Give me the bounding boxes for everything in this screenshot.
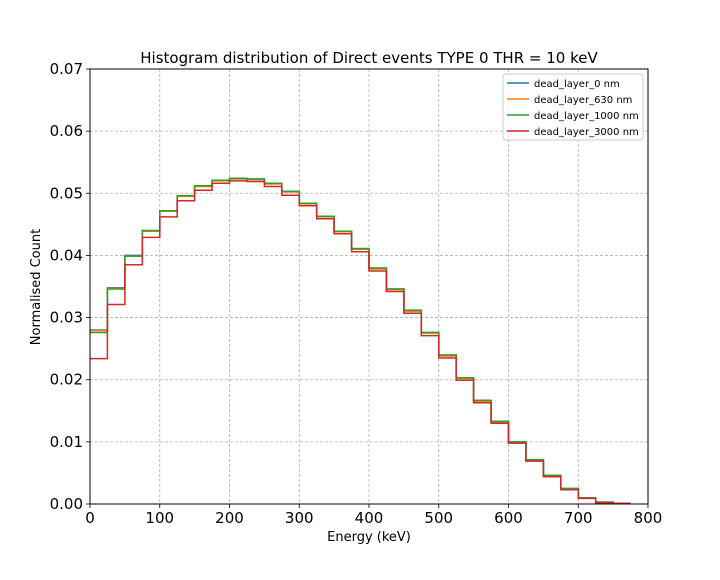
- y-tick-label: 0.03: [50, 309, 83, 327]
- y-tick-label: 0.02: [50, 371, 83, 389]
- legend-label: dead_layer_1000 nm: [534, 111, 639, 122]
- x-tick-label: 200: [215, 509, 244, 527]
- x-tick-label: 400: [355, 509, 384, 527]
- legend-label: dead_layer_0 nm: [534, 79, 620, 90]
- x-tick-label: 700: [564, 509, 593, 527]
- legend-label: dead_layer_3000 nm: [534, 127, 639, 138]
- series-line-2: [90, 177, 631, 505]
- y-axis-label: Normalised Count: [29, 229, 44, 345]
- series-line-0: [90, 177, 631, 505]
- series-layer: [90, 177, 631, 505]
- x-tick-label: 600: [494, 509, 523, 527]
- y-tick-label: 0.06: [50, 122, 83, 140]
- x-tick-label: 100: [145, 509, 174, 527]
- x-tick-label: 500: [424, 509, 453, 527]
- legend-box: [502, 73, 644, 141]
- series-line-3: [90, 180, 631, 505]
- x-tick-label: 0: [85, 509, 95, 527]
- y-tick-label: 0.00: [50, 495, 83, 513]
- legend-label: dead_layer_630 nm: [534, 95, 632, 106]
- legend: dead_layer_0 nm dead_layer_630 nm dead_lay…: [502, 73, 644, 141]
- series-line-1: [90, 178, 631, 505]
- y-tick-label: 0.01: [50, 433, 83, 451]
- y-tick-label: 0.07: [50, 60, 83, 78]
- x-axis-ticks: 0 100 200 300 400 500 600 700 800: [85, 504, 662, 527]
- chart-title: Histogram distribution of Direct events …: [140, 49, 598, 67]
- y-tick-label: 0.04: [50, 246, 83, 264]
- x-tick-label: 800: [634, 509, 663, 527]
- x-axis-label: Energy (keV): [327, 530, 411, 545]
- y-tick-label: 0.05: [50, 184, 83, 202]
- x-tick-label: 300: [285, 509, 314, 527]
- y-axis-ticks: 0.00 0.01 0.02 0.03 0.04 0.05 0.06 0.07: [50, 60, 90, 513]
